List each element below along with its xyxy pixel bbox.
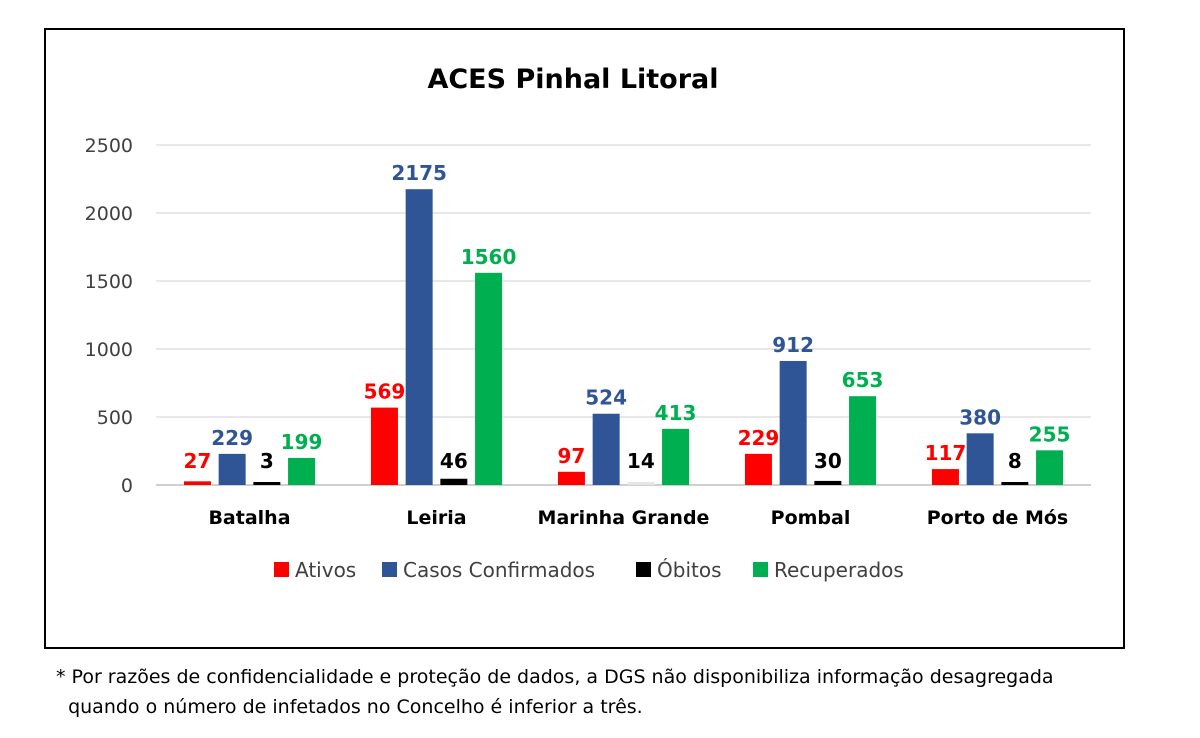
footnote-line-2: quando o número de infetados no Concelho… [56, 696, 643, 718]
bar [183, 481, 211, 485]
x-tick-label: Marinha Grande [538, 507, 710, 529]
x-axis-ticks: Batalha Leiria Marinha Grande Pombal Porto d… [208, 507, 1068, 529]
y-tick-label: 2000 [85, 203, 133, 225]
y-tick-label: 0 [121, 475, 133, 497]
x-tick-label: Pombal [771, 507, 851, 529]
data-label: 229 [738, 426, 780, 450]
bar [440, 478, 468, 485]
footnote: * Por razões de confidencialidade e prot… [56, 662, 1054, 722]
data-label: 255 [1029, 422, 1071, 446]
footnote-line-1: * Por razões de confidencialidade e prot… [56, 666, 1054, 688]
x-tick-label: Porto de Mós [927, 507, 1068, 529]
bar [931, 469, 959, 485]
data-label: 1560 [461, 245, 517, 269]
bar [1001, 482, 1029, 485]
legend-label: Recuperados [774, 558, 904, 582]
bar [966, 433, 994, 485]
data-label: 524 [585, 386, 627, 410]
bar [814, 480, 842, 485]
x-tick-label: Leiria [406, 507, 466, 529]
bar [779, 360, 807, 485]
bar-chart: ACES Pinhal Litoral 0 500 1000 1500 2000 2500… [85, 64, 1091, 582]
legend: Ativos Casos Confirmados Óbitos Recuperados [274, 558, 904, 582]
data-label: 653 [842, 368, 884, 392]
y-tick-label: 2500 [85, 135, 133, 157]
bar [405, 189, 433, 485]
x-tick-label: Batalha [208, 507, 290, 529]
legend-label: Casos Confirmados [403, 558, 595, 582]
legend-label: Óbitos [657, 558, 722, 582]
bar [253, 482, 281, 485]
bar [744, 453, 772, 485]
bar [370, 407, 398, 485]
legend-swatch [636, 562, 651, 577]
bar [557, 471, 585, 485]
data-label: 229 [211, 426, 253, 450]
bar [218, 453, 246, 485]
y-tick-label: 1500 [85, 271, 133, 293]
data-label: 569 [364, 380, 406, 404]
data-label: 2175 [391, 161, 447, 185]
data-label: 912 [772, 333, 814, 357]
data-label: 8 [1008, 449, 1022, 473]
bar [288, 457, 316, 485]
data-label: 46 [440, 449, 468, 473]
data-label: 27 [184, 449, 212, 473]
data-label: 30 [814, 449, 842, 473]
bar [627, 482, 655, 485]
bar [592, 413, 620, 485]
y-axis-ticks: 0 500 1000 1500 2000 2500 [85, 135, 133, 497]
data-label: 97 [558, 444, 586, 468]
bar [475, 272, 503, 485]
data-label: 380 [959, 405, 1001, 429]
data-label: 117 [925, 441, 967, 465]
bar [1036, 450, 1064, 485]
data-label: 413 [655, 401, 697, 425]
legend-swatch [274, 562, 289, 577]
chart-title: ACES Pinhal Litoral [427, 64, 718, 95]
y-tick-label: 1000 [85, 339, 133, 361]
bar [662, 428, 690, 485]
legend-swatch [753, 562, 768, 577]
legend-swatch [382, 562, 397, 577]
legend-label: Ativos [295, 558, 356, 582]
chart-frame: ACES Pinhal Litoral 0 500 1000 1500 2000 2500… [44, 28, 1125, 649]
data-label: 199 [281, 430, 323, 454]
data-labels: 2722931995692175461560975241441322991230… [184, 161, 1071, 473]
data-label: 3 [260, 449, 274, 473]
data-label: 14 [627, 449, 655, 473]
y-tick-label: 500 [97, 407, 133, 429]
bars [183, 189, 1064, 485]
bar [849, 396, 877, 485]
